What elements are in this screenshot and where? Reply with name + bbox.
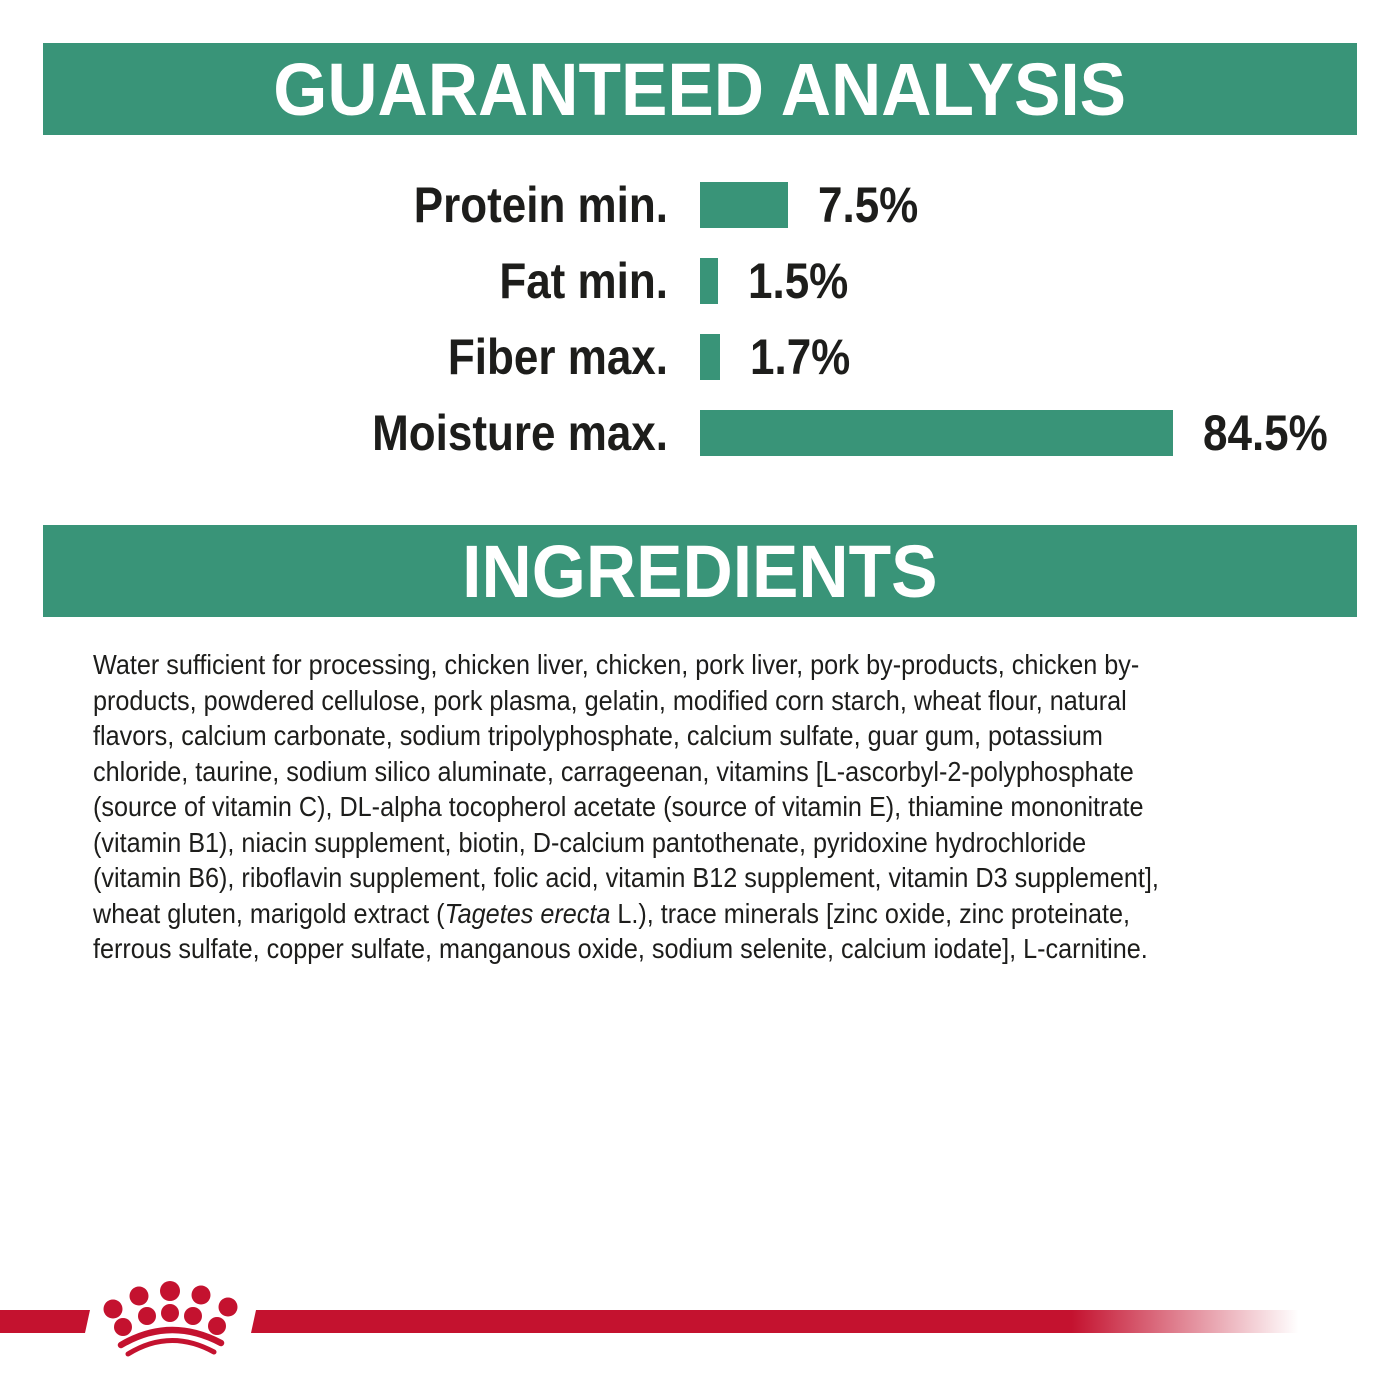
ga-value-moisture: 84.5% xyxy=(1203,405,1328,461)
ga-row-fiber: Fiber max. 1.7% xyxy=(0,329,1400,385)
guaranteed-analysis-chart: Protein min. 7.5% Fat min. 1.5% Fiber ma… xyxy=(0,177,1400,486)
ingredients-line: flavors, calcium carbonate, sodium tripo… xyxy=(93,720,1103,751)
ingredients-title: INGREDIENTS xyxy=(462,529,938,613)
ga-bar-fiber xyxy=(700,334,720,380)
ingredients-line: (source of vitamin C), DL-alpha tocopher… xyxy=(93,791,1144,822)
ingredients-banner: INGREDIENTS xyxy=(43,525,1357,617)
ga-bar-protein xyxy=(700,182,788,228)
ga-row-fat: Fat min. 1.5% xyxy=(0,253,1400,309)
ga-value-protein: 7.5% xyxy=(818,177,919,233)
brand-red-line-left xyxy=(0,1310,90,1333)
ga-row-protein: Protein min. 7.5% xyxy=(0,177,1400,233)
guaranteed-analysis-title: GUARANTEED ANALYSIS xyxy=(273,47,1127,131)
latin-species-name: Tagetes erecta xyxy=(444,897,611,929)
ga-label-fat: Fat min. xyxy=(499,253,668,309)
crown-logo-icon xyxy=(103,1281,238,1357)
brand-red-line-right xyxy=(251,1310,1331,1333)
ingredients-line: (vitamin B1), niacin supplement, biotin,… xyxy=(93,826,1087,858)
ingredients-line: (vitamin B6), riboflavin supplement, fol… xyxy=(93,862,1159,893)
ingredients-line: wheat gluten, marigold extract (Tagetes … xyxy=(93,897,1130,929)
ingredients-paragraph: Water sufficient for processing, chicken… xyxy=(93,647,1353,967)
ga-bar-moisture xyxy=(700,410,1173,456)
ga-value-fat: 1.5% xyxy=(748,253,849,309)
ga-label-moisture: Moisture max. xyxy=(372,405,668,461)
ga-value-fiber: 1.7% xyxy=(750,329,851,385)
ga-bar-fat xyxy=(700,258,718,304)
guaranteed-analysis-banner: GUARANTEED ANALYSIS xyxy=(43,43,1357,135)
ingredients-line: ferrous sulfate, copper sulfate, mangano… xyxy=(93,933,1148,964)
ingredients-line: products, powdered cellulose, pork plasm… xyxy=(93,684,1127,716)
ga-label-fiber: Fiber max. xyxy=(447,329,668,385)
ga-row-moisture: Moisture max. 84.5% xyxy=(0,405,1400,461)
ingredients-line: Water sufficient for processing, chicken… xyxy=(93,649,1140,680)
ga-label-protein: Protein min. xyxy=(413,177,668,233)
ingredients-line: chloride, taurine, sodium silico alumina… xyxy=(93,755,1134,787)
